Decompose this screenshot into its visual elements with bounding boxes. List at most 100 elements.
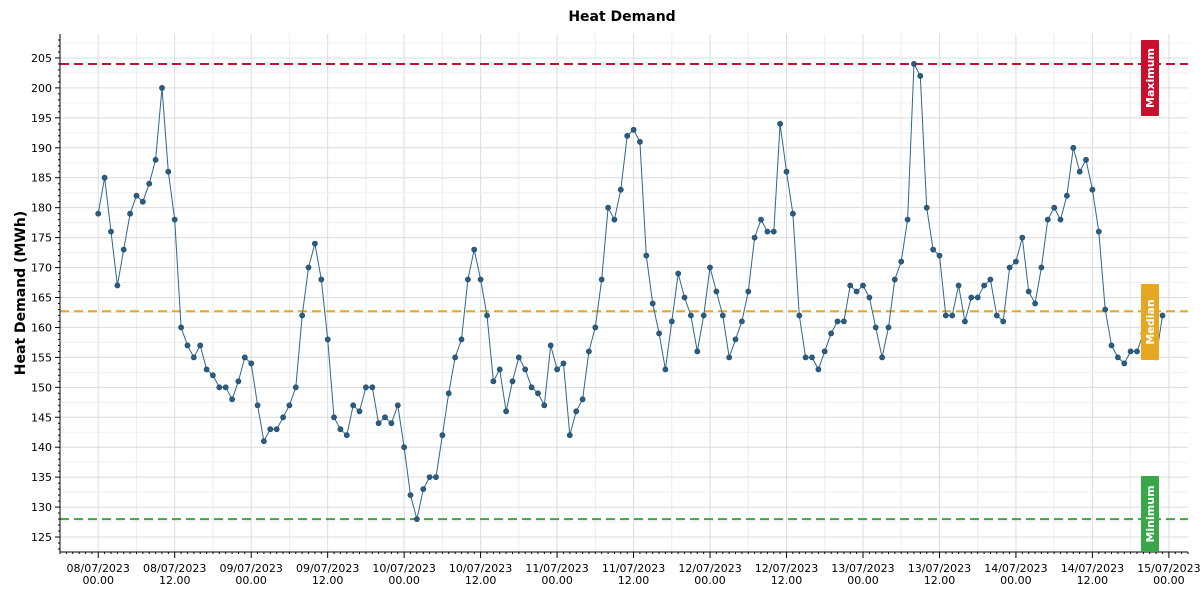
- y-tick-label: 130: [31, 501, 52, 514]
- data-point: [337, 426, 344, 433]
- data-point: [1064, 192, 1070, 199]
- data-point: [987, 276, 994, 283]
- gridlines: [59, 34, 1188, 552]
- data-point: [917, 73, 924, 79]
- reference-badges: Maximum Median Minimum: [1141, 40, 1159, 552]
- data-point: [688, 312, 694, 319]
- data-point: [216, 384, 223, 391]
- data-point: [566, 432, 573, 439]
- data-point: [790, 210, 796, 217]
- data-point: [1044, 216, 1051, 223]
- data-point: [209, 372, 216, 379]
- data-point: [439, 432, 446, 439]
- data-point: [248, 360, 255, 367]
- data-point: [592, 324, 599, 331]
- data-point: [879, 354, 885, 361]
- data-point: [560, 360, 567, 367]
- data-point: [394, 402, 401, 409]
- data-point: [1006, 264, 1013, 271]
- data-point: [101, 174, 108, 181]
- data-point: [764, 228, 771, 235]
- data-point: [1019, 234, 1026, 241]
- data-point: [898, 258, 905, 265]
- data-point: [949, 312, 956, 319]
- y-tick-label: 200: [31, 82, 52, 95]
- data-point: [955, 282, 962, 289]
- data-point: [885, 324, 892, 331]
- x-tick-label-date: 13/07/2023: [908, 562, 971, 575]
- data-point: [382, 414, 388, 421]
- badge-median: [1141, 284, 1159, 360]
- y-tick-label: 155: [31, 351, 52, 364]
- x-tick-label-time: 12.00: [924, 574, 956, 587]
- data-point: [739, 318, 745, 325]
- badge-label-minimum: Minimum: [1144, 485, 1157, 542]
- y-tick-label: 205: [31, 52, 52, 65]
- data-point: [1032, 300, 1038, 307]
- data-point: [942, 312, 949, 319]
- x-tick-label-time: 12.00: [618, 574, 650, 587]
- x-tick-label-time: 00.00: [82, 574, 114, 587]
- data-point: [299, 312, 306, 319]
- data-point: [904, 216, 911, 223]
- data-point: [445, 390, 452, 397]
- data-point: [1134, 348, 1140, 355]
- data-point: [962, 318, 968, 325]
- reference-lines: [60, 62, 1188, 521]
- data-point: [458, 336, 465, 343]
- data-point: [375, 420, 382, 427]
- x-tick-label-date: 08/07/2023: [143, 562, 206, 575]
- data-point: [809, 354, 815, 361]
- data-point: [241, 354, 248, 361]
- data-point: [1057, 216, 1064, 223]
- data-point: [821, 348, 828, 355]
- data-point: [726, 354, 733, 361]
- data-point: [554, 366, 560, 373]
- data-point: [841, 318, 847, 325]
- data-point: [190, 354, 197, 361]
- data-point: [828, 330, 834, 337]
- data-point: [668, 318, 675, 325]
- data-point: [477, 276, 484, 283]
- data-point: [197, 342, 204, 349]
- data-point: [579, 396, 586, 403]
- data-point: [981, 282, 987, 289]
- x-tick-label-date: 11/07/2023: [525, 562, 588, 575]
- data-point: [624, 132, 631, 139]
- data-point: [777, 120, 783, 127]
- data-point: [369, 384, 376, 391]
- data-point: [617, 186, 624, 193]
- data-point: [1102, 306, 1109, 313]
- data-point: [146, 180, 153, 187]
- data-point: [732, 336, 739, 343]
- data-point: [637, 138, 643, 145]
- x-tick-label-time: 12.00: [465, 574, 497, 587]
- y-axis-label: Heat Demand (MWh): [13, 211, 29, 375]
- data-point: [292, 384, 299, 391]
- data-point: [484, 312, 490, 319]
- x-tick-label-date: 14/07/2023: [1061, 562, 1124, 575]
- data-point: [675, 270, 682, 277]
- data-point: [254, 402, 261, 409]
- y-tick-label: 195: [31, 112, 52, 125]
- data-point: [630, 126, 637, 133]
- x-tick-label-time: 12.00: [1077, 574, 1109, 587]
- data-point: [993, 312, 1000, 319]
- y-tick-label: 180: [31, 202, 52, 215]
- data-point: [656, 330, 662, 337]
- data-point: [324, 336, 331, 343]
- data-point: [1083, 156, 1089, 163]
- y-tick-label: 135: [31, 471, 52, 484]
- data-point: [1025, 288, 1032, 295]
- x-tick-label-time: 00.00: [1153, 574, 1185, 587]
- data-point: [847, 282, 854, 289]
- data-point: [343, 432, 350, 439]
- y-tick-label: 125: [31, 531, 52, 544]
- data-point: [356, 408, 363, 415]
- data-point: [796, 312, 803, 319]
- x-tick-label-time: 00.00: [235, 574, 267, 587]
- data-point: [770, 228, 777, 235]
- data-point: [605, 204, 611, 211]
- y-tick-label: 190: [31, 142, 52, 155]
- data-point: [586, 348, 592, 355]
